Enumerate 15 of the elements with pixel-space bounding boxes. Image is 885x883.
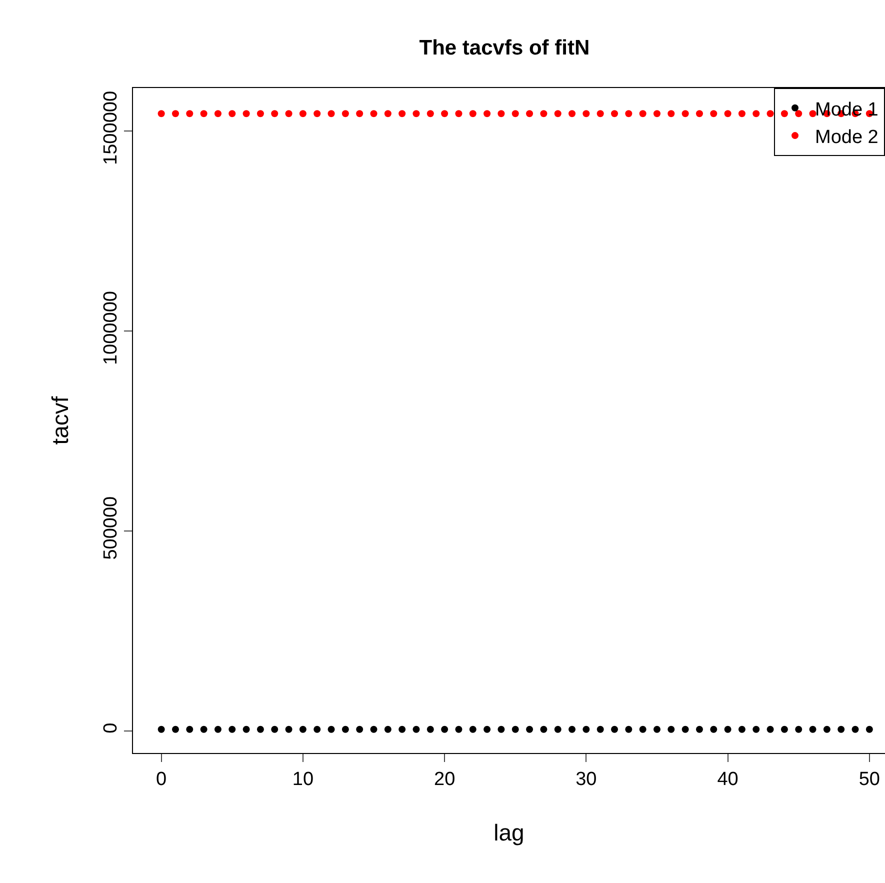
x-tick-label: 20 <box>434 768 456 790</box>
chart-title: The tacvfs of fitN <box>419 36 590 60</box>
y-axis-title: tacvf <box>46 396 73 445</box>
x-tick-label: 40 <box>717 768 738 790</box>
x-axis-title: lag <box>494 819 524 846</box>
x-tick-label: 30 <box>576 768 597 790</box>
legend-label: Mode 1 <box>815 99 878 120</box>
y-tick-label: 1500000 <box>100 90 122 165</box>
y-tick-label: 0 <box>100 722 122 734</box>
legend-label: Mode 2 <box>815 126 878 148</box>
x-tick-label: 50 <box>858 768 880 790</box>
x-tick-label: 10 <box>292 768 314 790</box>
x-tick-label: 0 <box>156 768 167 790</box>
y-tick-label: 1000000 <box>100 291 122 366</box>
y-tick-label: 500000 <box>100 496 122 560</box>
